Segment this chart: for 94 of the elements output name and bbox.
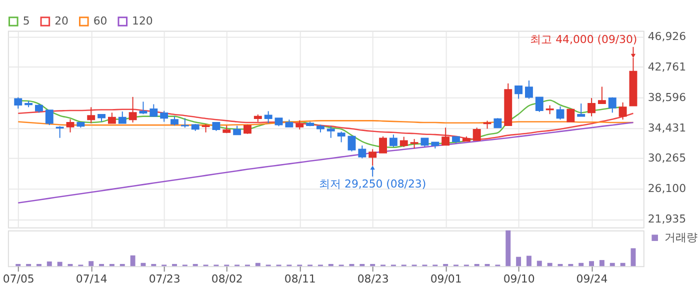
bar (484, 264, 490, 266)
x-tick-label: 07/23 (148, 272, 180, 286)
candlestick (139, 101, 148, 115)
bar (172, 264, 177, 266)
x-tick-label: 09/24 (576, 272, 608, 286)
bar (26, 264, 32, 266)
candlestick (56, 126, 64, 138)
candlestick (566, 108, 575, 122)
candlestick (524, 80, 533, 100)
bar (443, 264, 448, 266)
bar (192, 264, 198, 266)
bar (589, 261, 594, 266)
bar (610, 262, 615, 266)
candlestick (180, 118, 189, 128)
bar (99, 264, 104, 266)
x-tick-label: 09/10 (503, 272, 535, 286)
bar (16, 264, 21, 266)
bar (516, 256, 522, 266)
bar (109, 264, 114, 266)
bar (630, 248, 636, 266)
legend-label: 20 (54, 14, 69, 28)
bar (568, 264, 574, 266)
x-tick-label: 09/01 (430, 272, 462, 286)
bar (140, 262, 146, 266)
x-tick-label: 08/02 (211, 272, 243, 286)
annotation: 최저 29,250 (08/23) (319, 177, 426, 190)
line-series (17, 122, 634, 204)
legend-label: 120 (132, 14, 153, 28)
candlestick (494, 118, 502, 128)
x-tick-label: 07/05 (2, 272, 34, 286)
candlestick (556, 106, 564, 120)
bar (328, 264, 334, 266)
bar (46, 261, 52, 266)
y-tick-label: 30,265 (648, 152, 686, 165)
y-tick-label: 21,935 (648, 212, 686, 226)
bar (57, 262, 62, 266)
candlestick (514, 85, 523, 100)
bar (547, 262, 552, 266)
bar (474, 264, 480, 266)
candlestick (264, 110, 272, 124)
candlestick (296, 120, 304, 130)
candlestick (618, 102, 627, 120)
y-tick-label: 38,596 (648, 90, 686, 104)
candlestick (608, 96, 616, 114)
candlestick (87, 106, 96, 124)
candlestick (170, 116, 178, 126)
bar (506, 230, 511, 266)
bar (120, 264, 125, 266)
x-tick-label: 08/23 (357, 272, 389, 286)
bar (370, 264, 376, 266)
candlestick (535, 96, 544, 112)
bar (151, 264, 156, 266)
candlestick (45, 110, 54, 126)
candlestick (410, 138, 418, 149)
candlestick (14, 96, 22, 110)
y-tick-label: 42,761 (648, 60, 686, 74)
candlestick (337, 131, 346, 143)
bar (360, 264, 365, 266)
candlestick (118, 111, 126, 124)
bar (599, 260, 604, 266)
candlestick (160, 110, 168, 122)
candlestick (66, 118, 74, 133)
candlestick (598, 86, 606, 104)
candlestick (358, 145, 366, 159)
bar (620, 262, 626, 266)
candlestick (348, 136, 356, 152)
candlestick (108, 112, 116, 124)
bar (130, 255, 136, 266)
y-tick-label: 26,100 (648, 182, 686, 196)
legend-label: 5 (22, 14, 30, 28)
bar (255, 262, 260, 266)
bar (36, 264, 42, 266)
bar (578, 262, 584, 266)
candlestick (326, 126, 335, 138)
bar (536, 260, 542, 266)
candlestick (128, 96, 137, 124)
candlestick (577, 103, 586, 117)
legend-label: 60 (93, 14, 108, 28)
bar (526, 256, 532, 266)
candlestick (442, 127, 450, 146)
y-tick-label: 46,926 (648, 30, 686, 43)
candlestick (400, 136, 408, 148)
candlestick (472, 127, 481, 141)
annotation: 최고 44,000 (09/30) (530, 32, 638, 46)
bar (88, 261, 94, 266)
y-tick-label: 34,431 (648, 121, 686, 134)
candlestick (379, 136, 387, 154)
legend-label: 거래량 (664, 230, 698, 244)
x-tick-label: 08/11 (284, 272, 316, 286)
x-tick-label: 07/14 (76, 272, 108, 286)
candlestick (150, 104, 158, 118)
candlestick (244, 124, 252, 134)
candlestick (389, 134, 398, 148)
candlestick (588, 98, 596, 117)
